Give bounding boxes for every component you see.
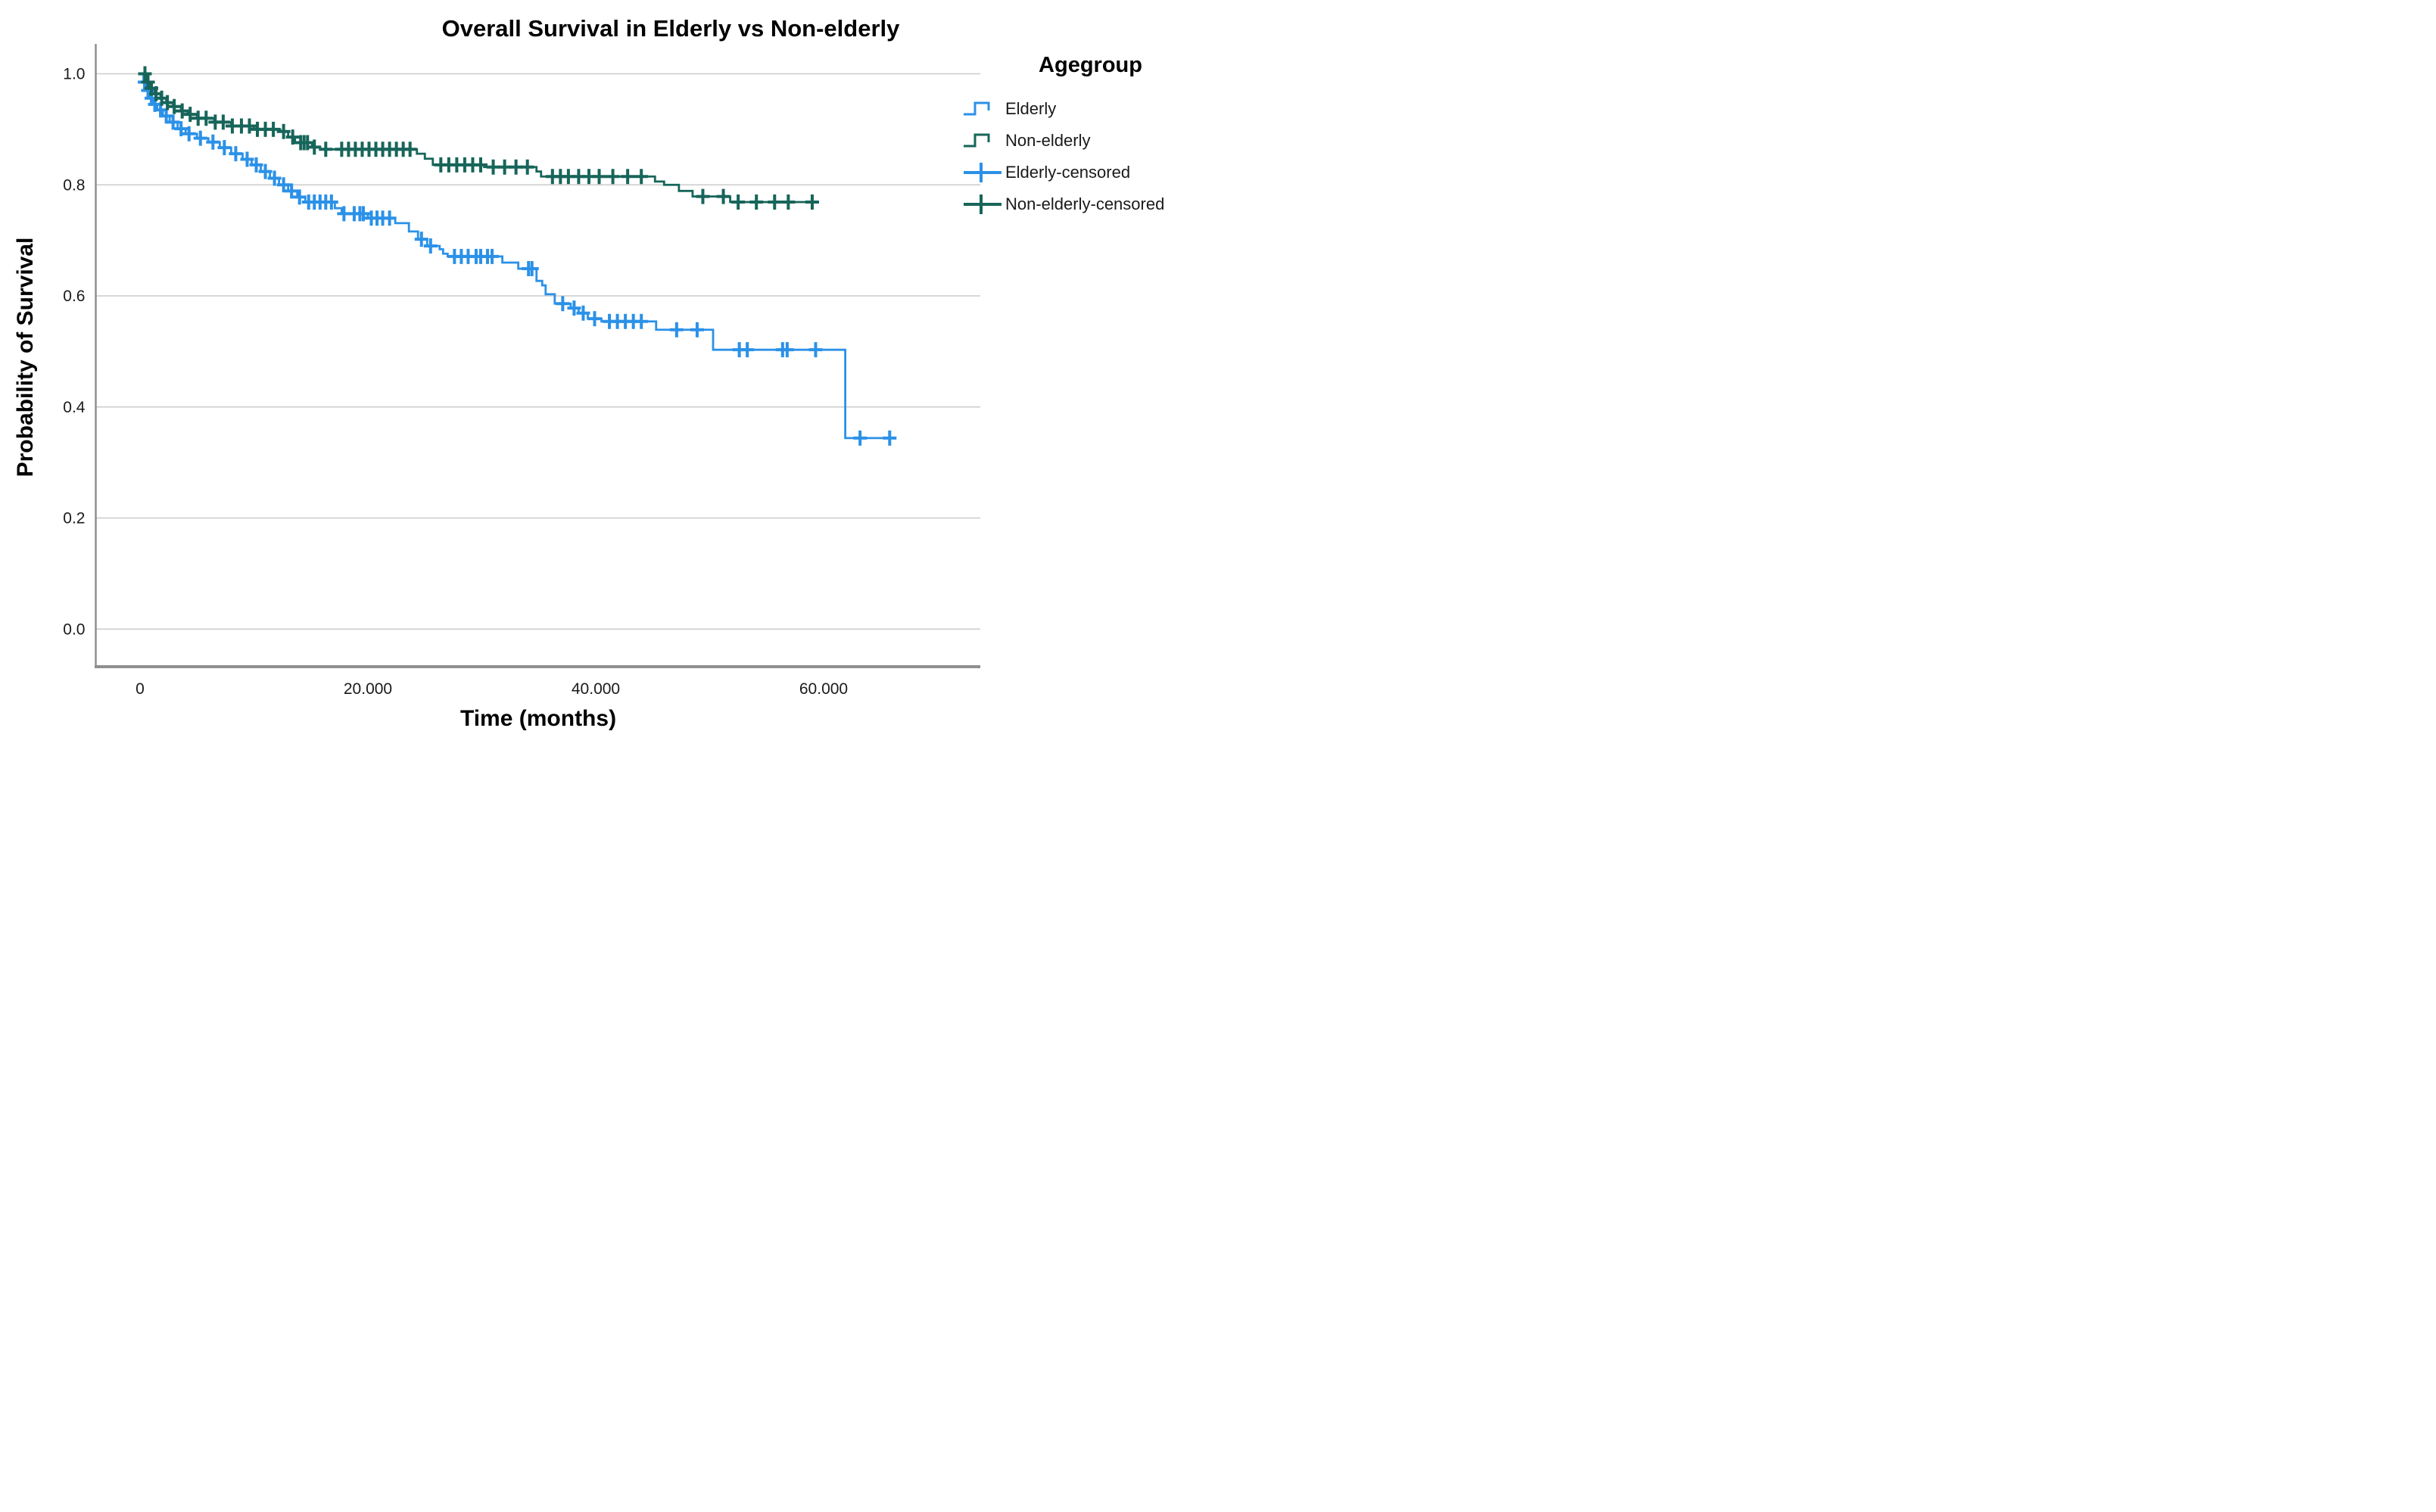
censor-mark-elderly — [634, 313, 649, 329]
y-tick-label: 0.6 — [63, 288, 85, 305]
censor-mark-elderly — [285, 183, 299, 199]
censor-mark-non-elderly — [781, 194, 796, 210]
legend-label: Non-elderly — [1005, 131, 1091, 150]
censor-mark-elderly — [217, 140, 232, 156]
censor-mark-elderly — [356, 206, 370, 222]
legend-item-non-elderly-censored: Non-elderly-censored — [963, 188, 1218, 220]
censor-mark-elderly — [808, 342, 823, 358]
censor-mark-elderly — [853, 430, 868, 446]
censor-mark-non-elderly — [183, 107, 198, 123]
censor-mark-non-elderly — [276, 123, 291, 139]
non-elderly-censored-cross-icon — [964, 194, 1002, 214]
censor-mark-non-elderly — [696, 188, 710, 204]
y-tick-label: 1.0 — [63, 66, 85, 83]
censor-mark-non-elderly — [216, 114, 230, 130]
non-elderly-step-line-icon — [964, 133, 990, 148]
legend-item-non-elderly: Non-elderly — [963, 125, 1218, 157]
censor-mark-non-elderly — [285, 129, 300, 145]
censor-mark-elderly — [567, 300, 581, 316]
x-axis-title: Time (months) — [459, 706, 617, 731]
censor-mark-elderly — [883, 430, 897, 446]
censor-mark-non-elderly — [634, 169, 649, 185]
survival-curve-non-elderly — [145, 73, 819, 204]
censor-mark-non-elderly — [520, 159, 534, 175]
elderly-censored-cross-icon — [964, 163, 1002, 182]
legend-label: Non-elderly-censored — [1005, 194, 1165, 213]
censor-mark-non-elderly — [509, 159, 523, 175]
censor-mark-non-elderly — [403, 142, 417, 157]
censor-mark-non-elderly — [167, 98, 182, 114]
x-tick-label: 40.000 — [572, 680, 620, 698]
censor-mark-elderly — [669, 322, 684, 338]
y-tick-label: 0.2 — [63, 510, 85, 527]
censor-mark-non-elderly — [242, 118, 257, 134]
legend-item-elderly: Elderly — [963, 93, 1218, 125]
censor-mark-elderly — [292, 189, 307, 205]
censor-mark-non-elderly — [160, 95, 175, 110]
legend-items: Elderly Non-elderly Elderly-censored Non… — [963, 93, 1218, 220]
censor-mark-non-elderly — [621, 169, 635, 185]
censor-mark-elderly — [166, 114, 180, 130]
plot-area: 0.0 0.2 0.4 0.6 0.8 1.0 0 20.000 40.000 60.000 — [63, 44, 980, 698]
km-survival-chart: Overall Survival in Elderly vs Non-elder… — [0, 0, 1218, 756]
censor-mark-non-elderly — [805, 194, 819, 210]
censor-mark-non-elderly — [486, 159, 500, 175]
censor-mark-elderly — [276, 177, 291, 193]
censor-mark-non-elderly — [716, 188, 730, 204]
y-tick-label: 0.8 — [63, 176, 85, 194]
censor-mark-non-elderly — [606, 169, 620, 185]
censor-mark-non-elderly — [731, 194, 746, 210]
x-tick-label: 60.000 — [799, 680, 848, 698]
censor-mark-elderly — [576, 305, 590, 321]
legend: Agegroup Elderly Non-elderly Elderly-cen… — [963, 53, 1218, 220]
censor-mark-elderly — [382, 210, 397, 226]
censor-mark-non-elderly — [266, 121, 281, 137]
y-tick-label: 0.0 — [63, 621, 85, 638]
censor-mark-non-elderly — [473, 157, 488, 173]
censor-mark-non-elderly — [592, 169, 606, 185]
chart-title: Overall Survival in Elderly vs Non-elder… — [441, 15, 900, 42]
censor-mark-elderly — [267, 170, 282, 186]
legend-title: Agegroup — [1039, 53, 1142, 77]
censor-mark-elderly — [690, 322, 704, 338]
censor-mark-elderly — [182, 126, 196, 142]
censor-mark-non-elderly — [497, 159, 512, 175]
censor-mark-elderly — [324, 194, 338, 210]
y-tick-label: 0.4 — [63, 399, 86, 416]
censor-mark-elderly — [229, 146, 243, 162]
censor-mark-elderly — [240, 151, 254, 167]
censor-mark-non-elderly — [749, 194, 764, 210]
censor-mark-non-elderly — [301, 135, 315, 151]
censor-mark-elderly — [556, 296, 570, 312]
censor-mark-non-elderly — [175, 103, 189, 119]
censor-mark-elderly — [423, 238, 438, 254]
x-tick-label: 0 — [136, 680, 145, 698]
censor-mark-elderly — [193, 130, 207, 146]
censor-mark-non-elderly — [768, 194, 782, 210]
censor-mark-elderly — [206, 134, 220, 150]
censor-mark-elderly — [740, 342, 755, 358]
x-tick-label: 20.000 — [344, 680, 392, 698]
censor-mark-elderly — [587, 311, 602, 327]
censor-mark-elderly — [159, 108, 173, 124]
censor-mark-elderly — [174, 121, 188, 137]
elderly-step-line-icon — [964, 101, 990, 116]
censor-mark-non-elderly — [319, 142, 333, 157]
censor-mark-elderly — [485, 248, 500, 264]
censor-mark-non-elderly — [138, 66, 152, 82]
censor-mark-elderly — [414, 232, 428, 247]
censor-mark-elderly — [525, 261, 539, 277]
legend-label: Elderly-censored — [1005, 163, 1131, 182]
censor-mark-non-elderly — [199, 110, 213, 126]
legend-label: Elderly — [1005, 99, 1057, 118]
censor-mark-non-elderly — [307, 139, 322, 155]
censor-mark-elderly — [258, 163, 273, 179]
censor-mark-elderly — [249, 157, 263, 173]
censor-mark-elderly — [780, 342, 794, 358]
legend-item-elderly-censored: Elderly-censored — [963, 157, 1218, 188]
